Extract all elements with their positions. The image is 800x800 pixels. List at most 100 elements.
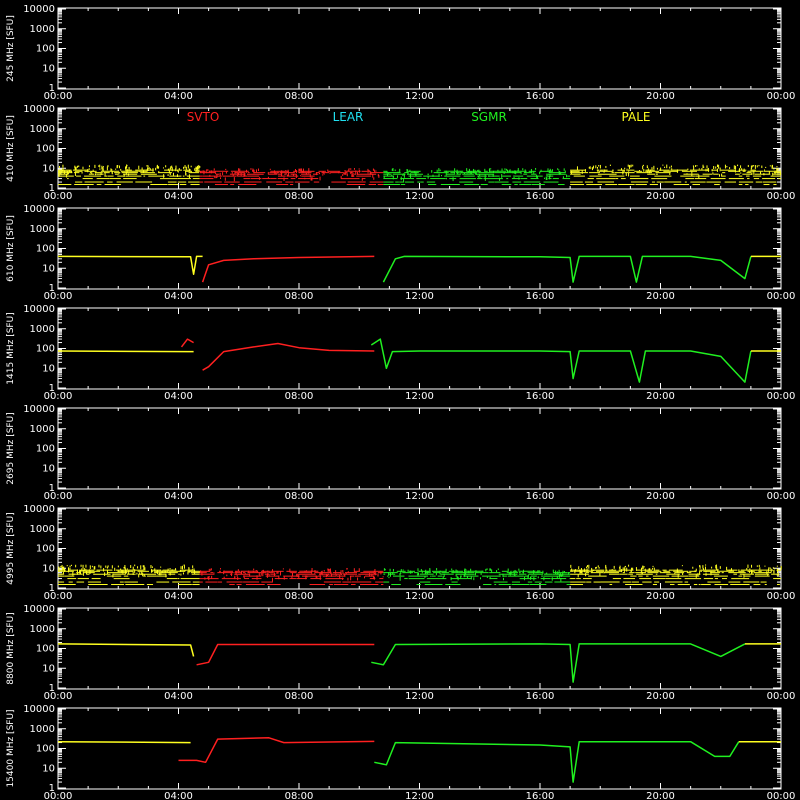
noise-point: [574, 569, 576, 572]
x-tick-label: 00:00: [44, 391, 73, 402]
noise-point: [62, 566, 64, 571]
noise-point: [687, 168, 689, 171]
noise-point: [768, 568, 770, 572]
noise-point: [62, 164, 64, 168]
noise-point: [342, 571, 344, 575]
x-tick-label: 20:00: [646, 591, 675, 602]
noise-point: [598, 165, 600, 167]
noise-point: [605, 567, 607, 572]
noise-point: [192, 565, 194, 569]
noise-point: [140, 565, 142, 570]
noise-point: [603, 169, 605, 173]
noise-point: [510, 570, 512, 575]
noise-point: [143, 567, 145, 571]
noise-point: [717, 568, 719, 572]
noise-point: [214, 175, 216, 179]
noise-point: [535, 167, 537, 170]
noise-point: [574, 569, 576, 574]
noise-point: [756, 165, 758, 168]
noise-point: [632, 567, 634, 571]
x-tick-label: 12:00: [405, 291, 434, 302]
noise-point: [546, 177, 548, 180]
noise-point: [165, 573, 167, 578]
noise-point: [697, 573, 699, 577]
noise-point: [211, 575, 213, 579]
noise-point: [345, 572, 347, 575]
noise-point: [514, 575, 516, 577]
noise-point: [184, 165, 186, 169]
noise-point: [344, 172, 346, 175]
noise-point: [94, 173, 96, 176]
noise-point: [507, 169, 509, 173]
noise-point: [285, 170, 287, 172]
noise-point: [620, 168, 622, 171]
y-tick-label: 100: [36, 544, 55, 555]
noise-point: [441, 175, 443, 177]
noise-point: [760, 171, 762, 175]
noise-point: [329, 568, 331, 573]
noise-point: [142, 565, 144, 568]
noise-point: [486, 576, 488, 578]
noise-point: [196, 165, 198, 170]
noise-point: [468, 171, 470, 174]
noise-point: [125, 570, 127, 574]
noise-point: [716, 164, 718, 168]
noise-point: [383, 568, 385, 571]
noise-point: [286, 174, 288, 177]
noise-point: [520, 171, 522, 175]
noise-point: [581, 170, 583, 174]
noise-point: [568, 572, 570, 575]
noise-point: [223, 570, 225, 575]
noise-point: [143, 574, 145, 577]
noise-point: [128, 570, 130, 574]
noise-point: [705, 168, 707, 172]
noise-point: [102, 168, 104, 172]
noise-point: [175, 568, 177, 571]
noise-point: [407, 172, 409, 174]
noise-point: [644, 568, 646, 573]
noise-point: [146, 165, 148, 167]
noise-point: [377, 573, 379, 577]
noise-point: [297, 574, 299, 577]
noise-point: [99, 164, 101, 168]
noise-point: [558, 171, 560, 175]
noise-point: [558, 169, 560, 171]
noise-point: [674, 572, 676, 574]
noise-point: [375, 170, 377, 172]
noise-point: [425, 569, 427, 574]
noise-point: [369, 572, 371, 577]
noise-point: [605, 566, 607, 569]
noise-point: [62, 167, 64, 172]
y-tick-label: 10000: [23, 604, 55, 615]
y-axis-label: 245 MHz [SFU]: [6, 15, 16, 82]
noise-point: [707, 167, 709, 172]
noise-point: [340, 570, 342, 574]
noise-point: [746, 568, 748, 571]
noise-point: [579, 570, 581, 574]
noise-point: [105, 565, 107, 568]
x-tick-label: 00:00: [767, 291, 796, 302]
noise-point: [599, 164, 601, 169]
noise-point: [427, 570, 429, 573]
noise-point: [464, 569, 466, 574]
noise-point: [262, 569, 264, 574]
noise-point: [641, 571, 643, 574]
noise-point: [325, 574, 327, 578]
noise-point: [260, 572, 262, 576]
noise-point: [98, 165, 100, 167]
noise-point: [106, 566, 108, 569]
noise-point: [691, 171, 693, 174]
noise-point: [621, 569, 623, 573]
noise-point: [647, 168, 649, 172]
noise-point: [677, 571, 679, 573]
noise-point: [497, 169, 499, 172]
noise-point: [588, 564, 590, 569]
series-svto: [202, 342, 375, 371]
y-axis-label: 8800 MHz [SFU]: [6, 612, 16, 684]
noise-point: [269, 168, 271, 170]
noise-point: [552, 569, 554, 573]
noise-point: [235, 570, 237, 574]
noise-point: [126, 164, 128, 169]
noise-point: [518, 568, 520, 571]
noise-point: [181, 565, 183, 570]
